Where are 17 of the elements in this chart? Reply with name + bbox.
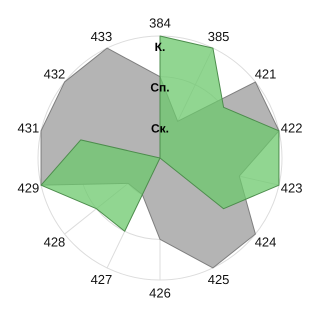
spoke-label: 385 (208, 28, 230, 44)
spoke-label: 429 (18, 180, 40, 196)
spoke-label: 426 (149, 286, 171, 300)
spoke-label: 428 (44, 234, 66, 250)
spoke-label: 433 (90, 28, 112, 44)
spoke-label: 422 (280, 120, 302, 136)
y-tick-label: Сп. (150, 80, 170, 95)
spoke-label: 423 (280, 180, 302, 196)
spoke-label: 424 (254, 234, 276, 250)
spoke-label: 425 (208, 272, 230, 288)
spoke-label: 421 (254, 66, 276, 82)
y-tick-label: К. (154, 40, 166, 54)
spoke-label: 384 (149, 16, 171, 30)
spoke-label: 432 (44, 66, 66, 82)
spoke-label: 431 (18, 120, 40, 136)
y-tick-label: Ск. (150, 121, 170, 136)
spoke-label: 427 (90, 272, 112, 288)
